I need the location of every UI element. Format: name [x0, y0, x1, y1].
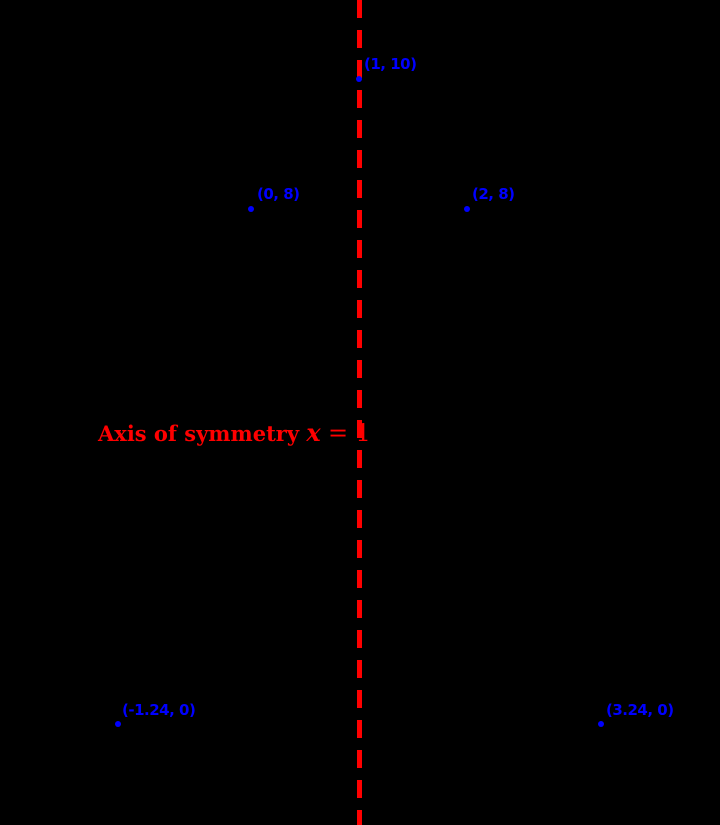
point-y-intercept-marker: [248, 206, 254, 212]
axis-label-text: Axis of symmetry: [98, 421, 300, 446]
point-x-intercept-right-marker: [598, 721, 604, 727]
point-vertex-label: (1, 10): [364, 55, 417, 73]
axis-of-symmetry-label: Axis of symmetry x = 1: [98, 418, 371, 447]
axis-label-val: 1: [355, 419, 371, 447]
axis-label-var: x: [306, 418, 321, 447]
point-vertex-marker: [356, 76, 362, 82]
point-x-intercept-right-label: (3.24, 0): [606, 701, 674, 719]
point-symmetric-label: (2, 8): [472, 185, 515, 203]
point-y-intercept-label: (0, 8): [257, 185, 300, 203]
axis-label-eq: =: [328, 419, 349, 447]
point-symmetric-marker: [464, 206, 470, 212]
point-x-intercept-left-label: (-1.24, 0): [122, 701, 196, 719]
point-x-intercept-left-marker: [115, 721, 121, 727]
